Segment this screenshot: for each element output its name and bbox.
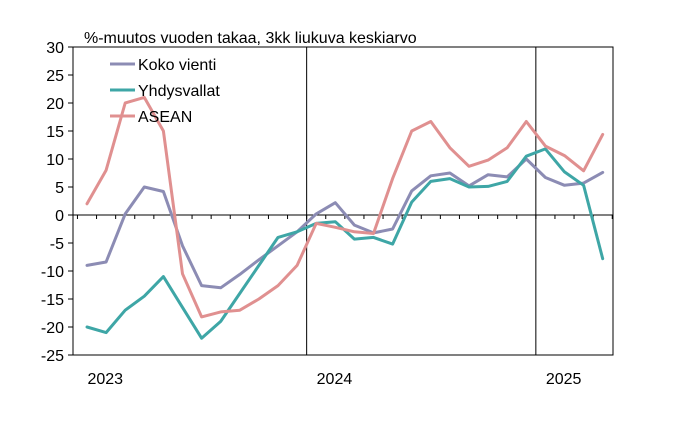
- series-line-0: [85, 157, 605, 290]
- series-lines: [85, 95, 605, 340]
- series-line-2: [85, 95, 605, 319]
- y-tick-label: 20: [46, 96, 64, 113]
- year-dividers: [306, 47, 537, 355]
- legend-label: ASEAN: [138, 109, 192, 126]
- y-tick-label: -5: [50, 236, 64, 253]
- y-tick-label: 10: [46, 152, 64, 169]
- y-tick-label: -15: [41, 292, 64, 309]
- x-year-label: 2024: [317, 371, 353, 388]
- plot-frame: [72, 46, 614, 356]
- x-axis: 2023 2024 2025: [73, 214, 613, 388]
- y-tick-label: 25: [46, 68, 64, 85]
- y-tick-label: 15: [46, 124, 64, 141]
- chart-subtitle: %-muutos vuoden takaa, 3kk liukuva keski…: [84, 30, 417, 47]
- legend-label: Koko vienti: [138, 57, 216, 74]
- x-year-label: 2025: [546, 371, 582, 388]
- series-line-1: [85, 147, 605, 340]
- y-tick-label: 0: [55, 208, 64, 225]
- y-tick-label: -10: [41, 264, 64, 281]
- y-tick-label: -25: [41, 348, 64, 365]
- x-year-label: 2023: [87, 371, 123, 388]
- y-axis: 30 25 20 15 10 5 0 -5 -10 -15 -20 -25: [41, 40, 73, 365]
- legend-label: Yhdysvallat: [138, 83, 220, 100]
- legend: Koko vienti Yhdysvallat ASEAN: [110, 57, 220, 126]
- y-tick-label: -20: [41, 320, 64, 337]
- y-tick-label: 5: [55, 180, 64, 197]
- y-tick-label: 30: [46, 40, 64, 57]
